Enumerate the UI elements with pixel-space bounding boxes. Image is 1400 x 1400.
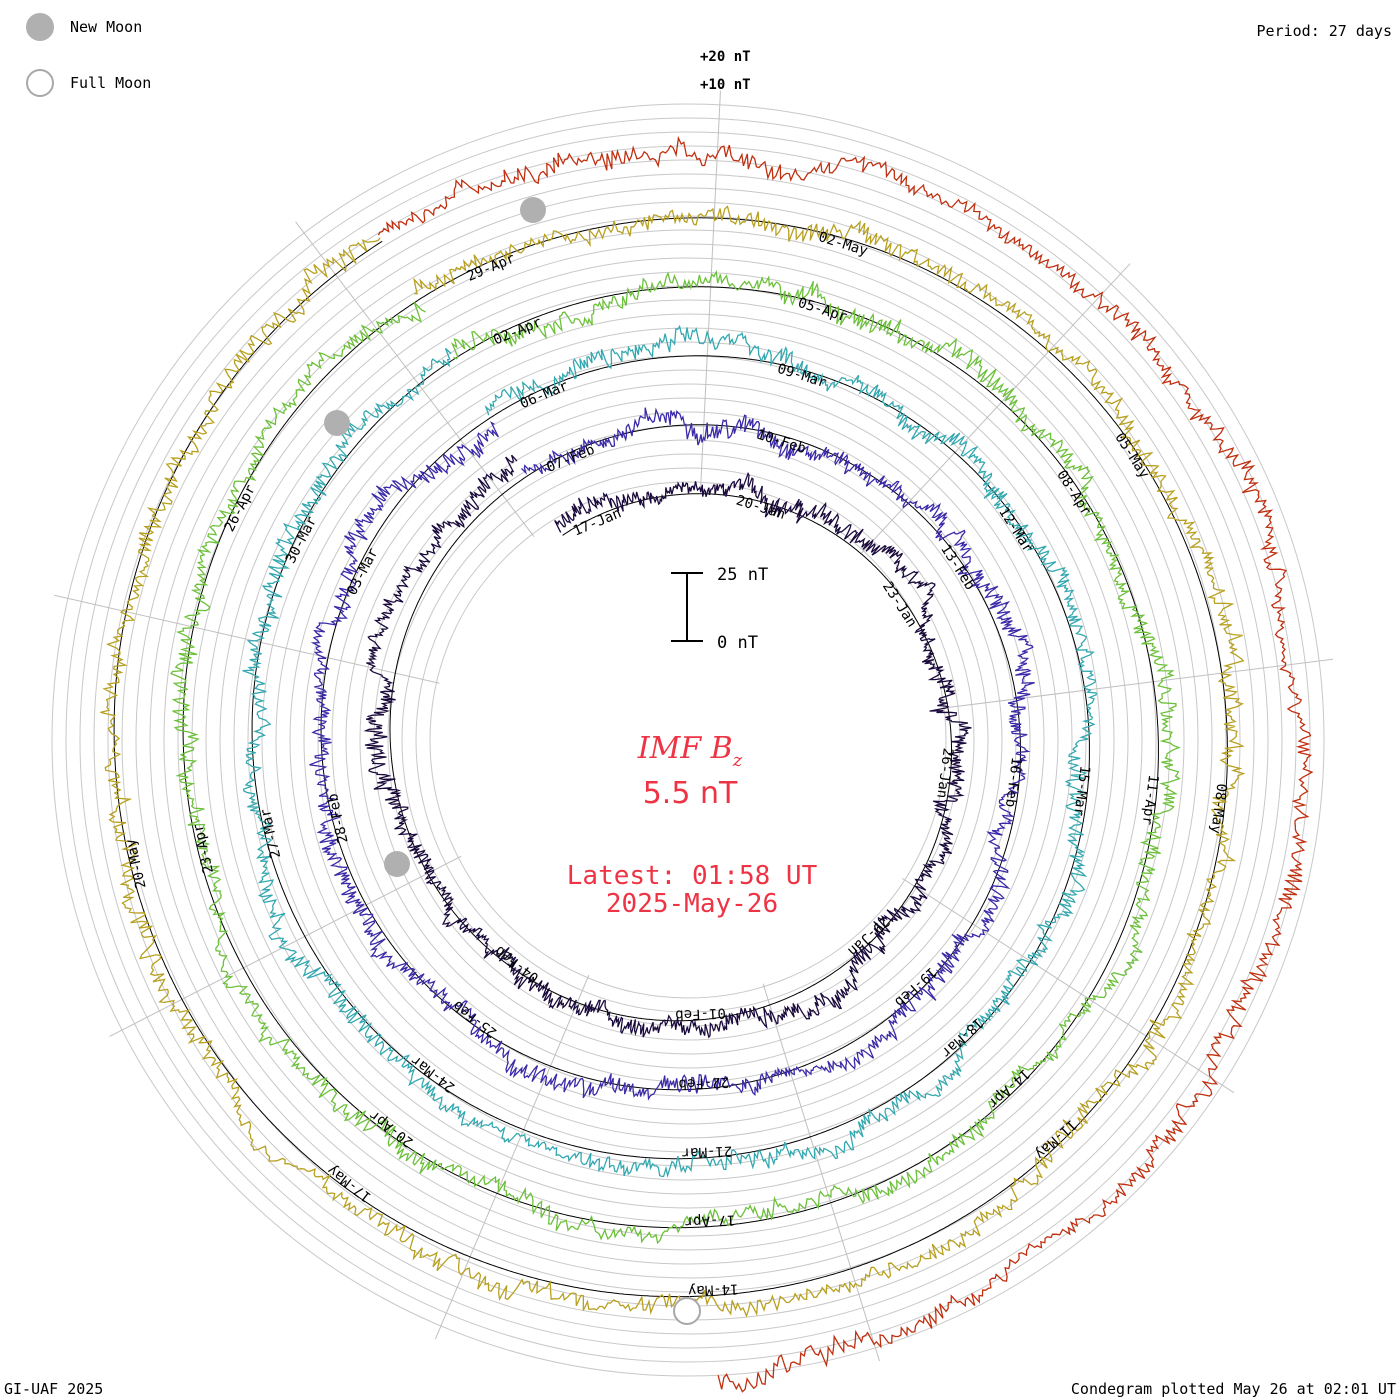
grid-ring xyxy=(275,327,1101,1153)
date-label: 20-Jan xyxy=(734,493,787,523)
date-label: 11-Apr xyxy=(1139,774,1161,826)
day-spoke xyxy=(901,877,1235,1094)
full-moon-marker xyxy=(673,1297,701,1325)
grid-ring xyxy=(79,131,1297,1349)
grid-ring xyxy=(149,201,1227,1279)
grid-ring xyxy=(205,257,1171,1223)
quantity-title: IMF Bz xyxy=(637,731,743,771)
grid-ring xyxy=(345,397,1031,1083)
center-readout: IMF Bz 5.5 nT Latest: 01:58 UT 2025-May-… xyxy=(567,731,818,919)
date-label: 16-Feb xyxy=(1002,756,1024,808)
latest-time: Latest: 01:58 UT xyxy=(567,861,818,891)
grid-ring xyxy=(261,313,1115,1167)
legend-full-moon-label: Full Moon xyxy=(70,74,152,92)
new-moon-icon xyxy=(26,13,54,41)
baseline-rotation-4 xyxy=(113,217,1228,1298)
legend-full-moon: Full Moon xyxy=(26,69,151,97)
new-moon-marker xyxy=(520,197,546,223)
grid-ring xyxy=(373,425,1003,1055)
plotted-timestamp: Condegram plotted May 26 at 02:01 UT xyxy=(1070,1380,1396,1398)
date-label: 12-Mar xyxy=(995,505,1036,556)
credit-label: GI-UAF 2025 xyxy=(4,1380,104,1398)
day-spoke xyxy=(762,983,880,1362)
day-spoke xyxy=(109,855,462,1037)
grid-ring xyxy=(65,117,1311,1363)
grid-ring xyxy=(415,467,961,1013)
full-moon-icon xyxy=(26,69,54,97)
moon-markers xyxy=(324,197,701,1325)
date-label: 02-May xyxy=(816,229,869,259)
grid-ring xyxy=(317,369,1059,1111)
grid-ring xyxy=(359,411,1017,1069)
latest-date: 2025-May-26 xyxy=(606,889,778,919)
bz-trace-rotation-0 xyxy=(363,454,972,1039)
title-subscript: z xyxy=(732,750,743,771)
period-label: Period: 27 days xyxy=(1256,22,1392,40)
date-label: 17-Jan xyxy=(571,505,624,539)
scale-bar: 25 nT 0 nT xyxy=(671,565,768,653)
grid-ring xyxy=(247,299,1129,1181)
title-main: IMF B xyxy=(637,731,733,766)
grid-ring xyxy=(401,453,975,1027)
scale-bottom-label: 0 nT xyxy=(717,633,758,653)
date-label: 08-May xyxy=(1207,782,1229,834)
grid-ring xyxy=(387,439,989,1041)
legend-new-moon: New Moon xyxy=(26,13,142,41)
grid-ring xyxy=(51,103,1325,1377)
date-label: 15-Mar xyxy=(1070,765,1092,817)
date-label: 21-Mar xyxy=(681,1142,732,1160)
date-label: 17-Apr xyxy=(684,1211,735,1229)
scale-top-label: 25 nT xyxy=(717,565,768,585)
date-label: 26-Jan xyxy=(933,747,955,799)
grid-ring xyxy=(331,383,1045,1097)
ring-label-10nt: +10 nT xyxy=(700,77,751,93)
current-value: 5.5 nT xyxy=(643,776,738,811)
date-label: 01-Feb xyxy=(675,1005,726,1023)
bz-trace-rotation-2 xyxy=(242,324,1097,1178)
new-moon-marker xyxy=(384,851,410,877)
date-label: 23-Jan xyxy=(879,579,920,630)
date-label: 05-May xyxy=(1111,430,1152,481)
date-label: 22-Feb xyxy=(678,1074,729,1092)
grid-ring xyxy=(177,229,1199,1251)
date-label: 14-Apr xyxy=(985,1065,1033,1111)
ring-label-20nt: +20 nT xyxy=(700,49,751,65)
day-spoke xyxy=(54,594,440,684)
date-label: 27-Mar xyxy=(258,807,285,860)
date-label: 07-Feb xyxy=(544,442,597,476)
bz-traces xyxy=(100,135,1314,1393)
day-spokes xyxy=(54,90,1334,1362)
bz-trace-rotation-4 xyxy=(100,205,1246,1318)
grid-ring xyxy=(93,145,1283,1335)
day-spoke xyxy=(434,974,590,1340)
grid-ring xyxy=(191,243,1185,1237)
date-label: 14-May xyxy=(688,1280,739,1298)
bz-trace-rotation-1 xyxy=(309,407,1035,1101)
date-label: 29-Apr xyxy=(465,251,518,285)
grid-ring xyxy=(135,187,1241,1293)
bz-trace-rotation-3 xyxy=(169,269,1181,1245)
bz-trace-rotation-5 xyxy=(377,135,1314,1393)
baseline-rotation-0 xyxy=(389,476,952,1022)
grid-ring xyxy=(219,271,1157,1209)
grid-ring xyxy=(429,481,947,999)
grid-ring xyxy=(233,285,1143,1195)
day-spoke xyxy=(940,658,1334,709)
day-spoke xyxy=(700,90,721,486)
legend-new-moon-label: New Moon xyxy=(70,18,143,36)
new-moon-marker xyxy=(324,410,350,436)
